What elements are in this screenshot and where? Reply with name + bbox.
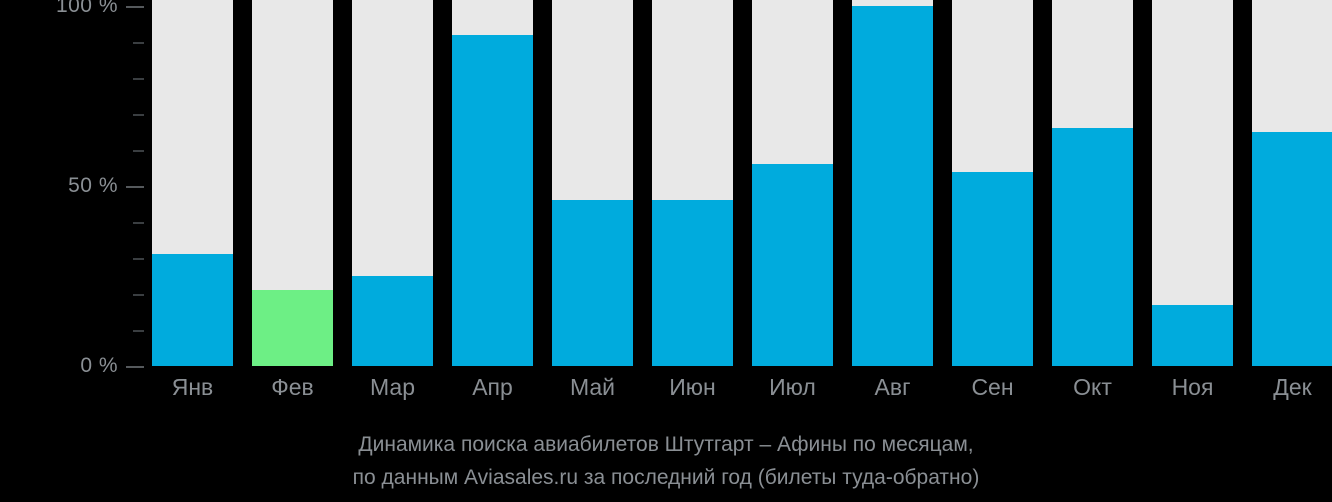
x-axis-label-мар: Мар: [369, 374, 415, 400]
bar-fill: [452, 34, 533, 366]
x-axis-label-сен: Сен: [971, 374, 1014, 400]
y-axis-major-tick: [126, 186, 144, 188]
y-axis-minor-tick: [133, 258, 144, 260]
x-axis: Янв Фев Мар Апр Май Июн Июл Авг Сен Окт Ноя Дек: [152, 374, 1332, 418]
x-axis-label-дек: Дек: [1273, 374, 1312, 400]
chart-caption-line-1: Динамика поиска авиабилетов Штутгарт – А…: [358, 433, 974, 456]
y-axis: 0 % 50 % 100 %: [0, 0, 152, 380]
x-axis-label-ноя: Ноя: [1171, 374, 1214, 400]
y-axis-minor-tick: [133, 114, 144, 116]
bar-fill: [552, 200, 633, 366]
y-axis-label-0: 0 %: [80, 354, 118, 377]
bar-май[interactable]: [552, 0, 633, 366]
bar-июл[interactable]: [752, 0, 833, 366]
bar-июн[interactable]: [652, 0, 733, 366]
x-axis-label-окт: Окт: [1073, 374, 1112, 400]
bar-фев[interactable]: [252, 0, 333, 366]
bar-fill: [1052, 128, 1133, 366]
bar-мар[interactable]: [352, 0, 433, 366]
bar-авг[interactable]: [852, 0, 933, 366]
bar-fill: [252, 290, 333, 366]
y-axis-minor-tick: [133, 330, 144, 332]
y-axis-label-100: 100 %: [55, 0, 118, 17]
chart-caption-line-2: по данным Aviasales.ru за последний год …: [352, 466, 980, 489]
x-axis-label-апр: Апр: [472, 374, 513, 400]
x-axis-label-авг: Авг: [874, 374, 911, 400]
y-axis-major-tick: [126, 6, 144, 8]
bar-окт[interactable]: [1052, 0, 1133, 366]
x-axis-label-июл: Июл: [769, 374, 816, 400]
bar-янв[interactable]: [152, 0, 233, 366]
bar-fill: [852, 6, 933, 366]
y-axis-label-50: 50 %: [68, 174, 118, 197]
x-axis-label-фев: Фев: [271, 374, 314, 400]
bar-сен[interactable]: [952, 0, 1033, 366]
bar-fill: [652, 200, 733, 366]
bar-ноя[interactable]: [1152, 0, 1233, 366]
y-axis-major-tick: [126, 366, 144, 368]
chart-caption: Динамика поиска авиабилетов Штутгарт – А…: [0, 428, 1332, 494]
bar-апр[interactable]: [452, 0, 533, 366]
bar-fill: [152, 254, 233, 366]
y-axis-minor-tick: [133, 150, 144, 152]
plot-area: [152, 0, 1332, 366]
y-axis-minor-tick: [133, 78, 144, 80]
x-axis-label-май: Май: [569, 374, 616, 400]
bar-дек[interactable]: [1252, 0, 1332, 366]
bar-fill: [952, 171, 1033, 366]
bar-fill: [1252, 132, 1332, 366]
y-axis-minor-tick: [133, 294, 144, 296]
bar-fill: [752, 164, 833, 366]
bar-fill: [352, 276, 433, 366]
bar-fill: [1152, 304, 1233, 366]
y-axis-minor-tick: [133, 42, 144, 44]
x-axis-label-янв: Янв: [171, 374, 214, 400]
y-axis-minor-tick: [133, 222, 144, 224]
x-axis-label-июн: Июн: [669, 374, 716, 400]
